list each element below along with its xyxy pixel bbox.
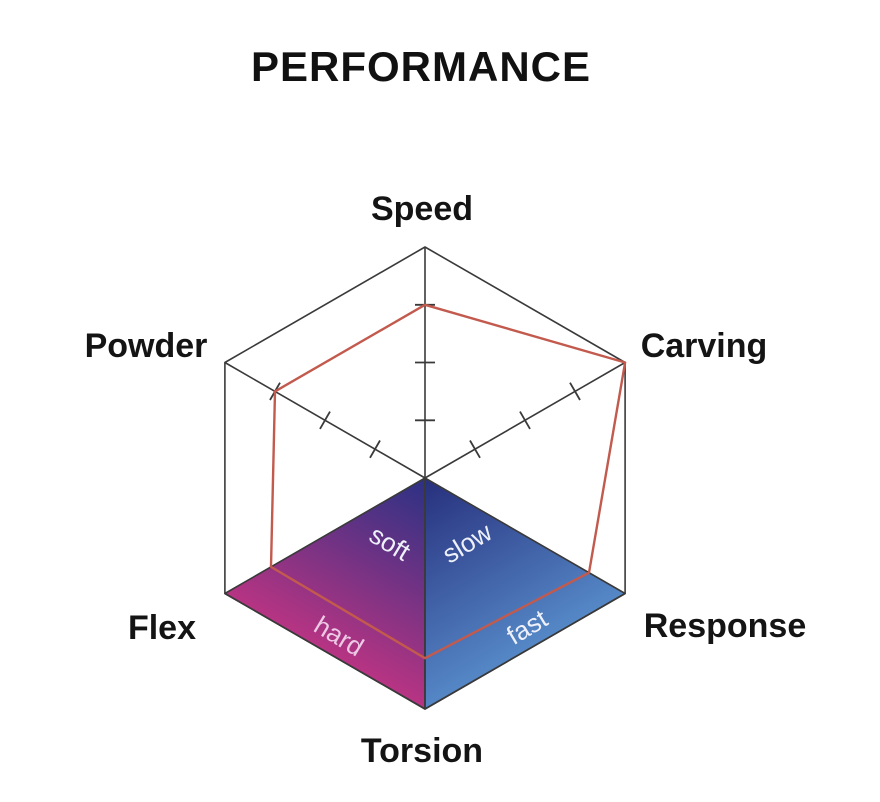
axis-label-torsion: Torsion: [361, 732, 483, 770]
tick-mark-carving-0.75: [569, 382, 581, 401]
axis-label-powder: Powder: [85, 327, 208, 365]
axis-label-carving: Carving: [641, 327, 768, 365]
axis-label-response: Response: [644, 607, 807, 645]
tick-mark-carving-0.5: [519, 411, 531, 430]
tick-mark-carving-0.25: [469, 440, 481, 459]
zone-fill-soft-hard: [224, 477, 426, 710]
data-polygon-performance-profile: [269, 303, 627, 660]
chart-geometry: [224, 246, 627, 710]
chart-title: PERFORMANCE: [251, 43, 591, 90]
tick-mark-powder-0.5: [319, 411, 331, 430]
axis-label-flex: Flex: [128, 609, 196, 647]
tick-mark-powder-0.25: [369, 440, 381, 459]
zone-fill-slow-fast: [424, 477, 626, 710]
axis-label-speed: Speed: [371, 190, 473, 228]
